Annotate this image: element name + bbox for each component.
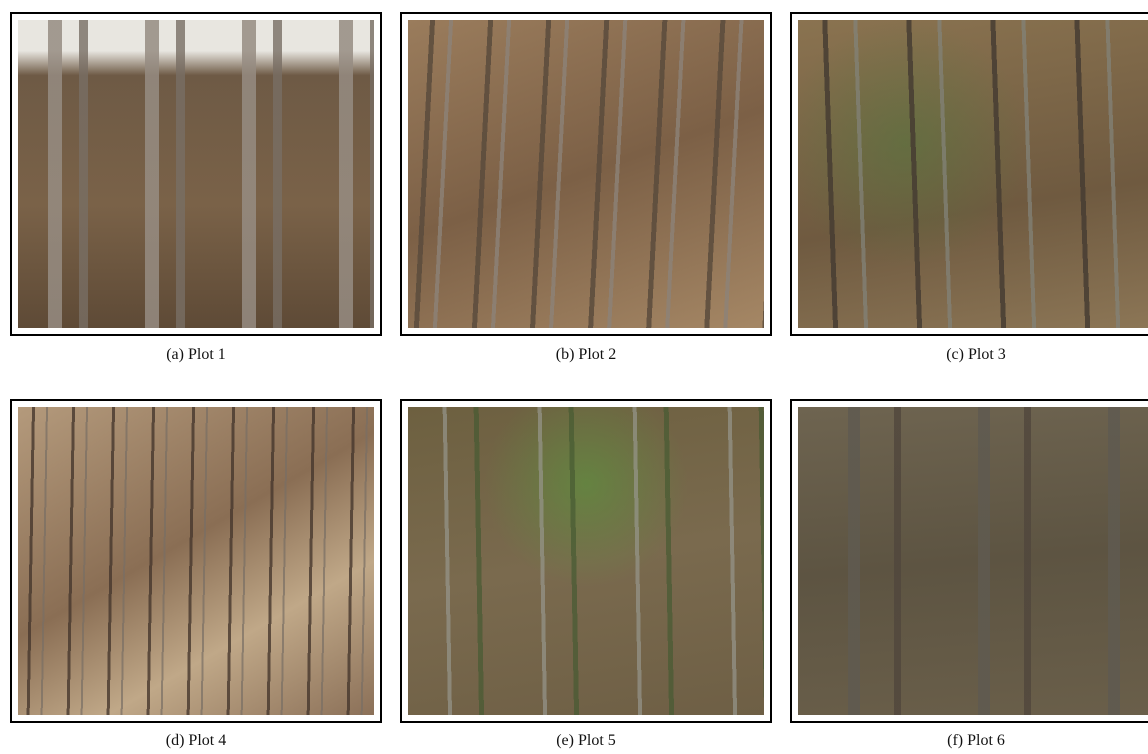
panel	[400, 12, 772, 336]
caption: (f) Plot 6	[947, 732, 1005, 749]
panel	[400, 399, 772, 723]
panel	[10, 399, 382, 723]
photo	[798, 20, 1148, 328]
panel	[790, 12, 1148, 336]
panel	[790, 399, 1148, 723]
photo	[18, 20, 374, 328]
panel	[10, 12, 382, 336]
caption: (c) Plot 3	[946, 346, 1006, 363]
caption: (a) Plot 1	[166, 346, 226, 363]
photo	[408, 407, 764, 715]
caption: (b) Plot 2	[555, 346, 617, 363]
photo	[18, 407, 374, 715]
photo	[798, 407, 1148, 715]
caption: (e) Plot 5	[556, 732, 616, 749]
photo	[408, 20, 764, 328]
caption: (d) Plot 4	[165, 732, 227, 749]
